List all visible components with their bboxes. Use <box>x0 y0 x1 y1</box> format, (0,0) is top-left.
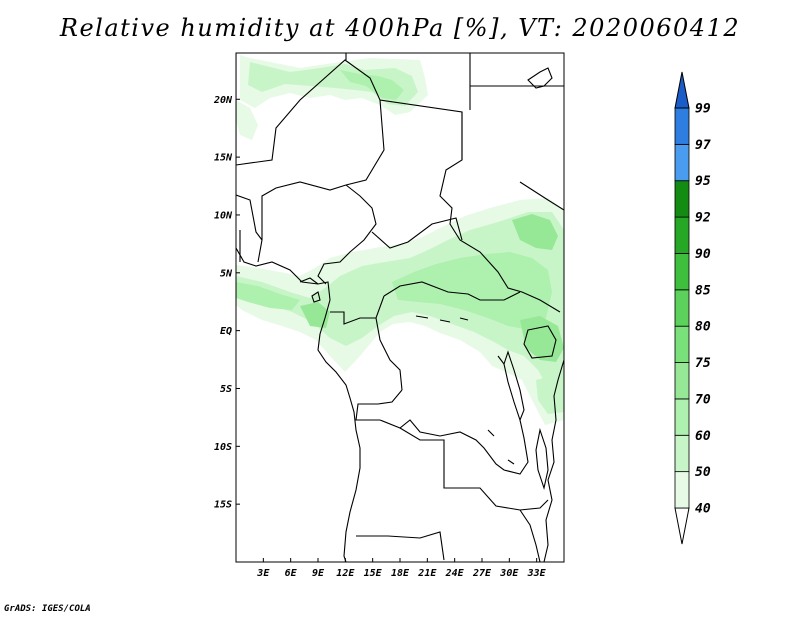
colorbar-label: 80 <box>695 320 711 335</box>
colorbar-label: 90 <box>695 247 711 262</box>
lon-tick-label: 3E <box>256 568 270 579</box>
lon-tick-label: 9E <box>312 568 325 579</box>
colorbar-segment <box>674 362 690 400</box>
colorbar-segment <box>674 471 690 509</box>
colorbar-segment <box>674 398 690 436</box>
colorbar-segment <box>674 325 690 363</box>
colorbar-label: 50 <box>695 465 711 480</box>
humidity-area-north-peak <box>340 70 404 100</box>
lon-tick-label: 21E <box>417 568 437 579</box>
colorbar-label: 85 <box>695 283 711 298</box>
coastlines-and-borders <box>236 53 564 562</box>
colorbar-label: 92 <box>695 211 711 226</box>
lat-tick-label: 5S <box>220 384 232 395</box>
humidity-shading <box>236 55 564 425</box>
colorbar-label: 95 <box>695 174 711 189</box>
colorbar-segment <box>674 216 690 254</box>
niger-delta-coast <box>299 277 319 285</box>
lon-tick-label: 24E <box>445 568 465 579</box>
lat-tick-label: 20N <box>213 95 233 106</box>
humidity-area-west-sahel <box>236 100 258 140</box>
grads-credit: GrADS: IGES/COLA <box>4 604 91 614</box>
lat-tick-label: EQ <box>220 326 232 337</box>
humidity-area-coastal-gabon <box>300 302 330 328</box>
madagascar-hint <box>527 67 553 89</box>
lon-tick-label: 27E <box>472 568 492 579</box>
lat-tick-label: 5N <box>220 268 233 279</box>
car-border <box>371 217 521 301</box>
colorbar-label: 70 <box>695 392 711 407</box>
lon-tick-label: 30E <box>499 568 519 579</box>
west-africa-coastline <box>236 247 361 562</box>
colorbar-lower-arrow <box>674 507 690 545</box>
colorbar-segment <box>674 289 690 327</box>
west-border-detail <box>236 194 263 262</box>
colorbar-label: 97 <box>695 138 711 153</box>
colorbar-label: 40 <box>695 502 711 517</box>
congo-borders <box>330 295 403 391</box>
colorbar-segment <box>674 180 690 218</box>
lat-tick-label: 15N <box>214 153 233 164</box>
humidity-area-north-core <box>248 62 418 106</box>
colorbar-segment <box>674 253 690 291</box>
mozambique-border <box>519 509 541 562</box>
chad-sudan-border <box>379 99 561 313</box>
latitude-axis: 20N 15N 10N 5N EQ 5S 10S 15S <box>213 95 240 511</box>
colorbar-label: 99 <box>695 102 711 117</box>
country-borders-north <box>236 53 385 263</box>
east-african-coast <box>543 359 564 562</box>
lon-tick-label: 12E <box>336 568 355 579</box>
libya-egypt-border <box>345 53 564 110</box>
gulf-of-guinea-islands <box>311 291 321 303</box>
colorbar: 40 50 60 70 75 80 85 90 92 95 97 99 <box>674 71 711 545</box>
inland-lakes <box>415 315 515 465</box>
lat-tick-label: 10S <box>214 442 232 453</box>
humidity-area-gulf-core <box>236 282 300 310</box>
drc-border <box>355 389 529 475</box>
sudan-east-border <box>461 112 564 211</box>
humidity-area-congo-core <box>392 252 552 330</box>
lon-tick-label: 15E <box>364 568 383 579</box>
namibia-border <box>356 531 445 561</box>
humidity-area-east-africa <box>512 214 558 250</box>
colorbar-segment <box>674 107 690 145</box>
lon-tick-label: 18E <box>391 568 410 579</box>
colorbar-segment <box>674 434 690 473</box>
nigeria-cameroon-border <box>317 184 377 285</box>
longitude-axis: 3E 6E 9E 12E 15E 18E 21E 24E 27E 30E 33E <box>256 558 547 579</box>
angola-zambia-border <box>399 427 549 511</box>
lake-malawi <box>535 427 549 491</box>
lon-tick-label: 6E <box>285 568 298 579</box>
lat-tick-label: 15S <box>214 500 232 511</box>
colorbar-label: 75 <box>695 356 711 371</box>
colorbar-segment <box>674 143 690 182</box>
colorbar-label: 60 <box>695 429 711 444</box>
map-title: Relative humidity at 400hPa [%], VT: 202… <box>59 14 741 42</box>
colorbar-upper-arrow <box>674 71 690 109</box>
lake-victoria <box>523 325 557 359</box>
lon-tick-label: 33E <box>527 568 547 579</box>
lat-tick-label: 10N <box>214 210 233 221</box>
